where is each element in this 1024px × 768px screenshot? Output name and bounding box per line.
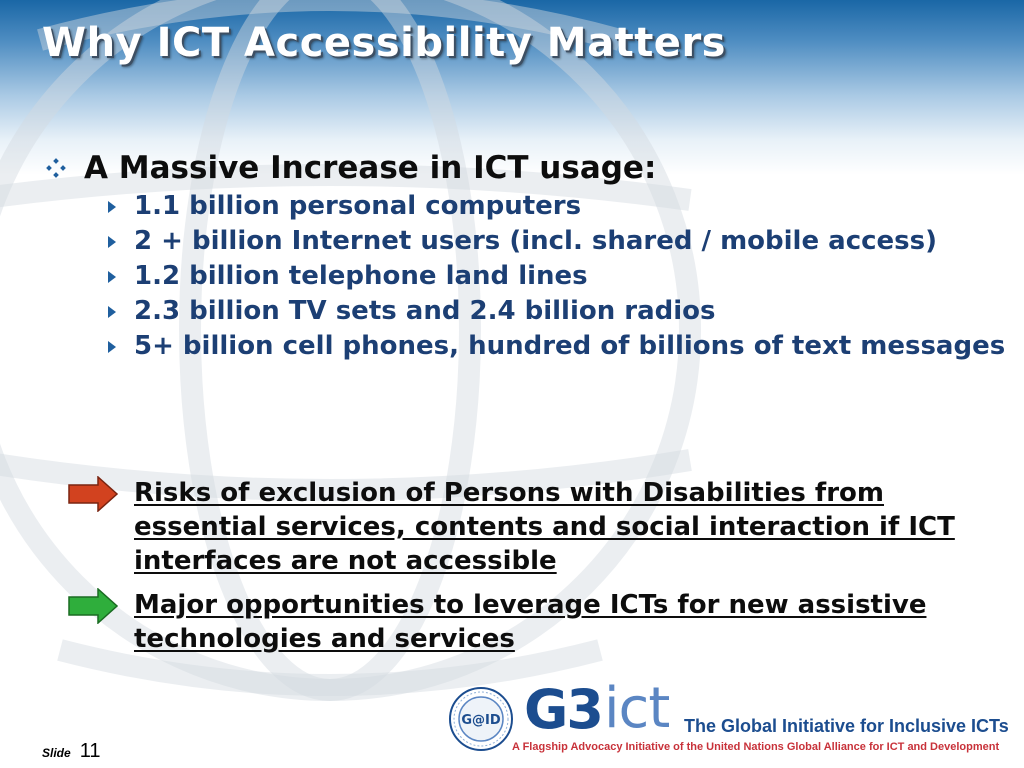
sub-bullet-text: 1.2 billion telephone land lines (134, 261, 588, 291)
main-bullet: A Massive Increase in ICT usage: 1.1 bil… (46, 150, 1006, 367)
logo-g3: G3 (524, 678, 604, 741)
slide-number: Slide 11 (42, 740, 101, 763)
red-arrow-icon (68, 476, 118, 512)
logo-tagline: The Global Initiative for Inclusive ICTs (684, 716, 1009, 736)
triangle-bullet-icon (108, 201, 116, 213)
triangle-bullet-icon (108, 341, 116, 353)
sub-bullet: 5+ billion cell phones, hundred of billi… (106, 332, 1006, 360)
diamond-bullet-icon (46, 158, 66, 178)
green-arrow-icon (68, 588, 118, 624)
sub-bullet-text: 2.3 billion TV sets and 2.4 billion radi… (134, 296, 716, 326)
sub-bullet: 2 + billion Internet users (incl. shared… (106, 227, 1006, 255)
logo-ict: ict (604, 676, 670, 741)
g3ict-logo: G@ID G3 ict The Global Initiative for In… (448, 676, 1018, 756)
main-bullet-text: A Massive Increase in ICT usage: (84, 150, 657, 186)
logo-subtitle: A Flagship Advocacy Initiative of the Un… (512, 741, 1000, 753)
sub-bullet-list: 1.1 billion personal computers 2 + billi… (46, 192, 1006, 360)
risk-callout-text: Risks of exclusion of Persons with Disab… (134, 478, 955, 576)
triangle-bullet-icon (108, 271, 116, 283)
sub-bullet: 1.1 billion personal computers (106, 192, 1006, 220)
gaid-seal-icon: G@ID (449, 687, 513, 751)
sub-bullet: 2.3 billion TV sets and 2.4 billion radi… (106, 297, 1006, 325)
triangle-bullet-icon (108, 306, 116, 318)
slide-number-label: Slide (42, 746, 71, 760)
sub-bullet-text: 1.1 billion personal computers (134, 191, 582, 221)
sub-bullet-text: 2 + billion Internet users (incl. shared… (134, 226, 937, 256)
triangle-bullet-icon (108, 236, 116, 248)
sub-bullet-text: 5+ billion cell phones, hundred of billi… (134, 331, 1006, 361)
slide-number-value: 11 (79, 740, 101, 762)
seal-text: G@ID (461, 713, 501, 728)
sub-bullet: 1.2 billion telephone land lines (106, 262, 1006, 290)
main-bullet-row: A Massive Increase in ICT usage: (46, 150, 1006, 186)
slide-title: Why ICT Accessibility Matters (42, 20, 726, 66)
opportunity-callout-text: Major opportunities to leverage ICTs for… (134, 590, 927, 654)
